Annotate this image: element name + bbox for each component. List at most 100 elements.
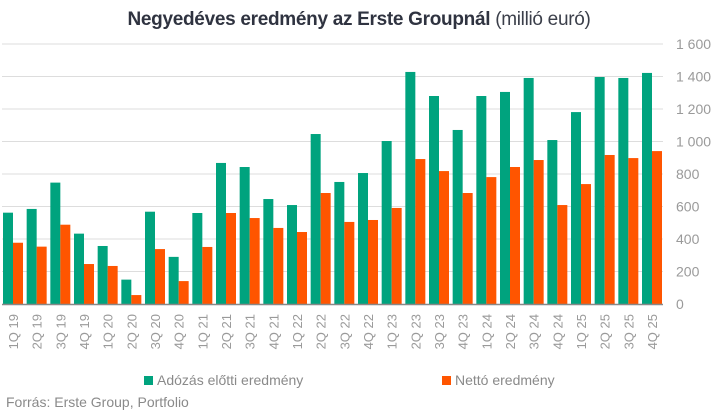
x-tick-label: 4Q 23 (456, 314, 471, 349)
bar-net (273, 227, 284, 304)
bar-pretax (547, 140, 558, 304)
chart-title-main: Negyedéves eredmény az Erste Groupnál (127, 9, 491, 30)
legend-swatch-pretax (144, 375, 153, 385)
bar-pretax (381, 141, 392, 304)
bar-pretax (168, 256, 179, 304)
bar-net (202, 246, 213, 304)
source-note: Forrás: Erste Group, Portfolio (6, 394, 189, 410)
legend-label-net: Nettó eredmény (455, 372, 555, 388)
x-tick-label: 1Q 21 (195, 314, 210, 349)
bar-net (628, 158, 639, 304)
bar-pretax (145, 211, 155, 304)
y-tick-label: 1 600 (676, 36, 711, 52)
bar-pretax (26, 208, 37, 304)
x-tick-label: 3Q 21 (243, 314, 258, 349)
legend-swatch-net (442, 375, 451, 385)
x-tick-label: 4Q 20 (172, 314, 187, 349)
bar-net (178, 281, 189, 304)
bar-pretax (74, 233, 84, 304)
bar-net (36, 246, 47, 304)
bar-pretax (310, 134, 321, 304)
x-tick-label: 1Q 23 (385, 314, 400, 349)
bar-net (131, 295, 142, 304)
bar-net (60, 224, 71, 304)
bar-net (13, 242, 23, 304)
bar-net (604, 154, 615, 304)
x-tick-label: 4Q 19 (77, 314, 92, 349)
bar-pretax (216, 162, 226, 304)
x-tick-label: 4Q 24 (550, 314, 565, 349)
bar-pretax (594, 76, 605, 304)
x-tick-label: 3Q 19 (53, 314, 68, 349)
bar-net (297, 232, 307, 304)
legend: Adózás előtti eredmény Nettó eredmény (0, 372, 718, 392)
bar-net (107, 265, 118, 304)
y-tick-label: 400 (676, 231, 700, 247)
bar-pretax (429, 96, 439, 304)
bar-net (652, 151, 662, 304)
y-tick-label: 1 200 (676, 101, 711, 117)
bar-net (226, 213, 236, 304)
bar-net (344, 221, 355, 304)
bar-pretax (476, 96, 487, 304)
x-tick-label: 4Q 25 (645, 314, 660, 349)
y-tick-label: 600 (676, 199, 700, 215)
bar-pretax (452, 129, 463, 304)
bar-net (391, 207, 402, 304)
x-tick-label: 3Q 25 (621, 314, 636, 349)
x-axis-ticks: 1Q 19 2Q 19 3Q 19 4Q 19 1Q 20 2Q 20 3Q 20 4Q 20… (6, 314, 660, 349)
x-tick-label: 2Q 23 (408, 314, 423, 349)
chart-title-unit: (millió euró) (495, 9, 591, 30)
legend-label-pretax: Adózás előtti eredmény (157, 372, 304, 388)
x-tick-label: 3Q 20 (148, 314, 163, 349)
bar-net (415, 159, 426, 304)
x-tick-label: 2Q 24 (503, 314, 518, 349)
bar-net (155, 249, 165, 304)
bar-pretax (121, 279, 132, 304)
bar-pretax (500, 91, 510, 304)
bar-net (510, 167, 520, 304)
x-tick-label: 2Q 19 (30, 314, 45, 349)
chart-title: Negyedéves eredmény az Erste Groupnál (m… (0, 9, 718, 31)
bars (2, 71, 663, 306)
bar-pretax (3, 212, 13, 304)
x-tick-label: 1Q 25 (574, 314, 589, 349)
y-tick-label: 0 (676, 296, 684, 312)
x-tick-label: 1Q 20 (101, 314, 116, 349)
x-tick-label: 2Q 20 (124, 314, 139, 349)
legend-item-net: Nettó eredmény (442, 372, 555, 388)
bar-pretax (192, 213, 203, 304)
bar-net (368, 219, 378, 304)
bar-pretax (618, 77, 629, 305)
bar-net (533, 160, 544, 304)
bar-pretax (358, 173, 368, 304)
bar-net (581, 184, 591, 304)
bar-pretax (405, 71, 416, 304)
bar-net (84, 264, 94, 304)
bar-pretax (50, 182, 61, 304)
x-tick-label: 3Q 24 (527, 314, 542, 349)
bar-net (462, 193, 473, 304)
y-axis-ticks: 0 200 400 600 800 1 000 1 200 1 400 1 600 (676, 36, 711, 312)
x-tick-label: 1Q 22 (290, 314, 305, 349)
legend-item-pretax: Adózás előtti eredmény (144, 372, 303, 388)
y-tick-label: 200 (676, 264, 700, 280)
x-tick-label: 2Q 21 (219, 314, 234, 349)
bar-pretax (334, 181, 345, 304)
bar-pretax (287, 205, 297, 304)
y-tick-label: 800 (676, 166, 700, 182)
bar-net (249, 218, 260, 304)
bar-net (439, 171, 449, 304)
x-tick-label: 3Q 23 (432, 314, 447, 349)
bar-pretax (642, 72, 652, 304)
bar-pretax (239, 167, 250, 304)
bar-pretax (97, 245, 108, 304)
bar-net (557, 205, 568, 304)
y-tick-label: 1 000 (676, 134, 711, 150)
x-tick-label: 4Q 22 (361, 314, 376, 349)
x-tick-label: 4Q 21 (266, 314, 281, 349)
x-tick-label: 1Q 24 (479, 314, 494, 349)
bar-net (320, 193, 331, 304)
bar-net (486, 177, 497, 304)
x-tick-label: 2Q 25 (598, 314, 613, 349)
